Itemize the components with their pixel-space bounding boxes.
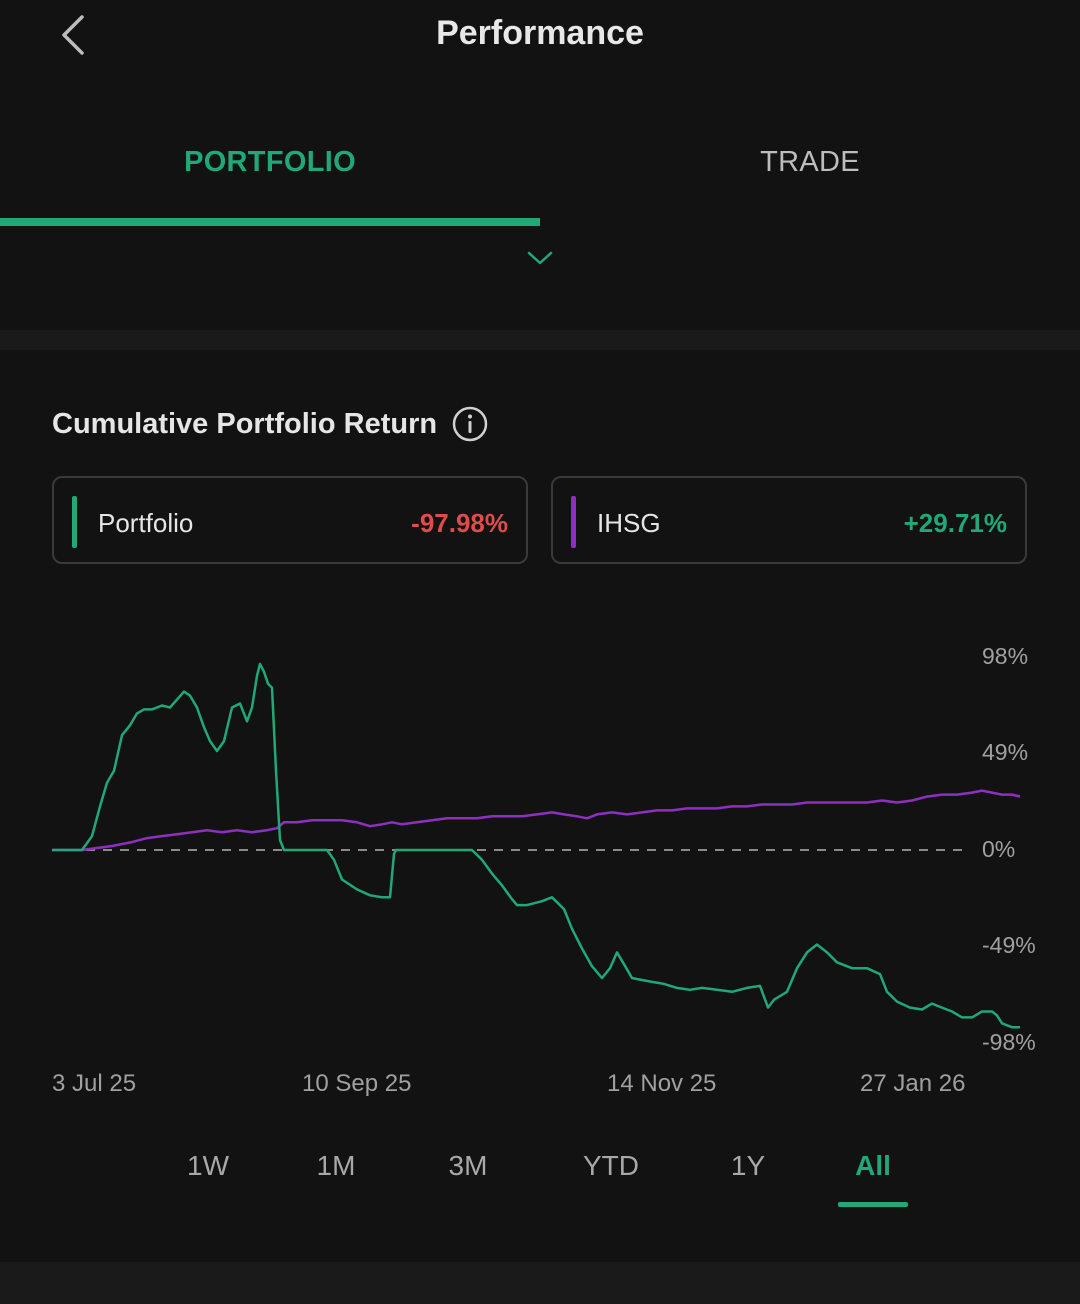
chevron-down-icon [527,251,553,265]
legend-name: Portfolio [98,508,194,538]
y-tick-label: 49% [982,739,1029,765]
series-line-ihsg [52,789,1021,852]
active-tab-indicator [0,218,540,226]
expand-button[interactable] [520,240,560,276]
page-title: Performance [436,14,644,52]
tab-portfolio[interactable]: PORTFOLIO [184,146,356,178]
chevron-left-icon [62,15,84,55]
info-icon[interactable] [451,405,489,443]
section-title: Cumulative Portfolio Return [52,407,438,440]
x-tick-label: 14 Nov 25 [607,1070,717,1097]
series-line-portfolio [52,662,1020,1029]
legend-color-bar [571,496,576,548]
legend-card-ihsg[interactable]: IHSG +29.71% [551,476,1027,564]
range-button-ytd[interactable]: YTD [583,1150,639,1181]
legend-card-portfolio[interactable]: Portfolio -97.98% [52,476,528,564]
bottom-divider [0,1262,1080,1304]
x-tick-label: 10 Sep 25 [302,1070,412,1097]
y-tick-label: -49% [982,932,1036,958]
legend-name: IHSG [597,508,661,538]
range-active-indicator [838,1202,908,1207]
x-tick-label: 3 Jul 25 [52,1070,137,1097]
y-tick-label: 98% [982,643,1029,669]
x-tick-label: 27 Jan 26 [860,1070,966,1097]
section-heading: Cumulative Portfolio Return [52,405,489,443]
tab-bar: PORTFOLIO TRADE [0,120,1080,230]
section-divider [0,330,1080,350]
range-button-1y[interactable]: 1Y [730,1150,766,1181]
range-button-1m[interactable]: 1M [316,1150,356,1181]
range-button-all[interactable]: All [855,1150,891,1181]
range-button-3m[interactable]: 3M [448,1150,488,1181]
y-tick-label: -98% [982,1029,1036,1055]
tab-trade[interactable]: TRADE [760,146,860,178]
y-tick-label: 0% [982,836,1016,862]
header: Performance [0,0,1080,80]
back-button[interactable] [48,10,98,60]
legend-value: -97.98% [411,508,508,538]
legend-value: +29.71% [903,508,1007,538]
range-button-1w[interactable]: 1W [187,1150,229,1181]
legend-color-bar [72,496,77,548]
